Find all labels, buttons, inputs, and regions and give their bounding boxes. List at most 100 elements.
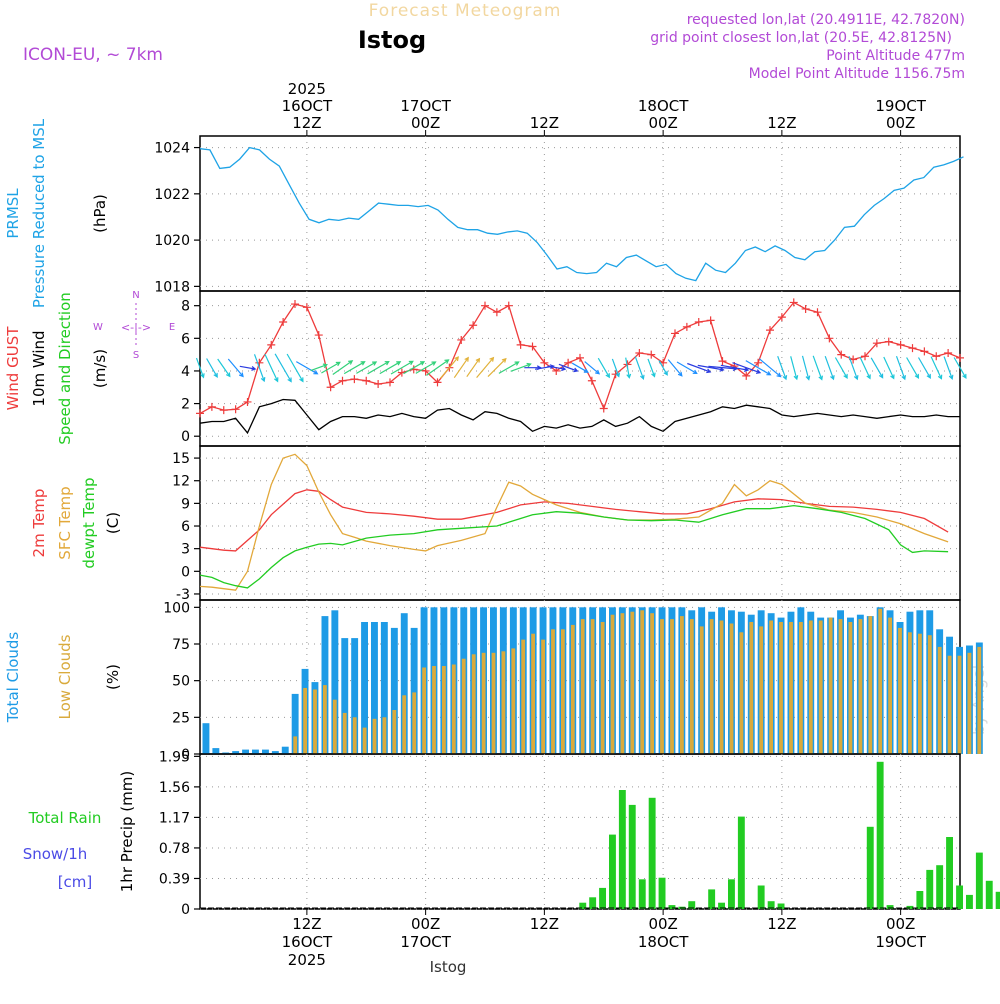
bar-total-rain <box>975 852 983 909</box>
gust-point <box>314 331 323 340</box>
wind-direction-arrow <box>343 361 366 375</box>
wind-direction-arrow <box>597 357 610 379</box>
wind-direction-arrow <box>790 356 799 381</box>
bar-low-clouds <box>610 614 615 754</box>
bottom-time-label: 00Z <box>648 915 677 933</box>
bar-total-rain <box>767 901 775 909</box>
gust-point <box>872 339 881 348</box>
bar-total-rain <box>599 887 606 909</box>
top-time-label: 00Z <box>648 114 677 132</box>
bar-low-clouds <box>293 736 298 754</box>
bar-low-clouds <box>531 633 535 754</box>
bar-total-rain <box>589 897 597 909</box>
bar-low-clouds <box>362 727 367 754</box>
bar-low-clouds <box>422 667 426 754</box>
wind-direction-arrow <box>453 356 469 379</box>
wind-direction-arrow <box>658 360 668 376</box>
panel-frame <box>199 135 961 292</box>
gust-point <box>267 340 276 349</box>
wind-direction-arrow <box>440 356 459 379</box>
gust-point <box>302 303 311 312</box>
wind-direction-arrow <box>206 358 218 378</box>
bar-low-clouds <box>501 651 506 754</box>
bar-low-clouds <box>779 622 783 754</box>
series-line-2m-temp <box>199 489 949 552</box>
bar-low-clouds <box>789 622 793 754</box>
bottom-time-label: 19OCT <box>875 933 926 951</box>
y-tick-label: 12 <box>172 474 190 490</box>
gust-point <box>291 300 299 309</box>
bar-total-clouds <box>390 627 398 754</box>
bar-total-rain <box>718 902 725 909</box>
bar-total-rain <box>886 905 894 909</box>
gust-point <box>231 405 240 414</box>
bar-low-clouds <box>719 620 724 754</box>
gust-point <box>516 340 525 349</box>
wind-direction-arrow <box>487 357 507 378</box>
wind-direction-arrow <box>253 354 266 383</box>
gust-point <box>469 321 478 330</box>
bar-low-clouds <box>967 652 972 754</box>
requested-coords: requested lon,lat (20.4911E, 42.7820N) <box>687 12 965 28</box>
wind-direction-arrow <box>824 355 835 381</box>
bar-total-rain <box>966 894 973 909</box>
wind-direction-arrow <box>906 357 920 379</box>
panel-4: 0 25 50 75 100 Total Clouds Low Clouds (%) <box>4 599 983 763</box>
wind-direction-arrow <box>870 357 884 379</box>
top-time-label: 17OCT <box>400 97 451 115</box>
wind-direction-arrow <box>943 356 954 380</box>
bar-total-clouds <box>371 622 378 754</box>
compass-e: E <box>169 322 175 333</box>
y-tick-label: 2 <box>181 397 190 413</box>
bar-total-clouds <box>252 749 259 754</box>
gust-point <box>576 353 584 362</box>
wind-direction-arrow <box>286 353 304 383</box>
y-tick-label: 0 <box>181 902 190 918</box>
y-tick-label: 4 <box>181 364 190 380</box>
bar-low-clouds <box>908 632 912 754</box>
gust-point <box>504 301 513 310</box>
gust-point <box>196 409 204 418</box>
bar-low-clouds <box>303 688 307 754</box>
compass-arrows: <-|-> <box>121 321 151 334</box>
gust-point <box>682 322 691 331</box>
bar-total-clouds <box>331 610 339 754</box>
bar-low-clouds <box>729 623 734 754</box>
gust-point <box>564 358 573 367</box>
bar-total-rain <box>757 885 765 909</box>
bar-low-clouds <box>541 639 545 754</box>
series-line-10m-wind <box>199 398 960 435</box>
panel-legend-label: Total Rain <box>28 809 102 827</box>
gust-point <box>433 378 442 387</box>
gust-point <box>350 375 359 384</box>
bar-low-clouds <box>838 619 843 754</box>
y-tick-label: 6 <box>181 519 190 535</box>
bottom-time-label: 16OCT <box>282 933 333 951</box>
gust-point <box>243 397 252 406</box>
bar-total-rain <box>916 891 924 909</box>
wind-direction-arrow <box>917 357 931 379</box>
y-tick-label: 100 <box>163 600 190 616</box>
bar-low-clouds <box>759 626 764 754</box>
bar-total-rain <box>618 790 626 909</box>
bar-low-clouds <box>432 666 436 754</box>
panel-legend-label: 10m Wind <box>30 330 48 406</box>
gust-point <box>326 383 335 392</box>
gust-point <box>207 402 216 411</box>
bar-low-clouds <box>412 692 417 754</box>
location-title: Istog <box>358 26 426 54</box>
gridpoint-coords: grid point closest lon,lat (20.5E, 42.81… <box>650 30 952 46</box>
bar-low-clouds <box>561 629 565 754</box>
panel-legend-label: [cm] <box>58 873 93 891</box>
y-tick-label: 15 <box>172 451 190 467</box>
bar-low-clouds <box>680 616 684 754</box>
wind-direction-arrow <box>732 362 762 374</box>
gust-point <box>386 378 394 387</box>
bar-low-clouds <box>918 633 922 754</box>
wind-direction-arrow <box>812 355 823 381</box>
bar-low-clouds <box>491 652 496 754</box>
wind-direction-arrow <box>415 361 437 374</box>
bar-total-clouds <box>271 751 279 754</box>
wind-direction-arrow <box>859 356 871 380</box>
